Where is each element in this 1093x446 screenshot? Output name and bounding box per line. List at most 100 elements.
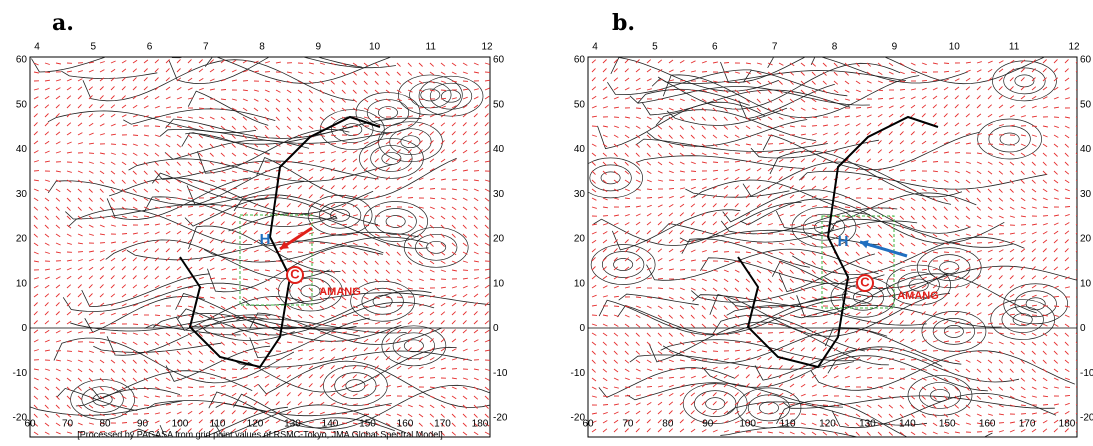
- wind-vector: [155, 315, 160, 316]
- bottom-tick-label: 80: [662, 419, 674, 430]
- left-tick-label: 20: [16, 234, 28, 245]
- wind-vector: [647, 378, 652, 379]
- wind-vector: [922, 80, 927, 81]
- wind-vector: [625, 387, 630, 388]
- bottom-tick-label: 150: [939, 419, 956, 430]
- wind-vector: [375, 314, 380, 315]
- top-tick-label: 7: [772, 42, 778, 53]
- wind-vector: [331, 333, 336, 334]
- cyclone-marker: C: [860, 274, 870, 289]
- wind-vector: [856, 108, 861, 109]
- top-tick-label: 10: [369, 42, 381, 53]
- wind-vector: [199, 98, 204, 99]
- wind-vector: [944, 63, 949, 64]
- wind-vector: [375, 306, 380, 307]
- bottom-tick-label: 180: [472, 419, 489, 430]
- left-tick-label: -10: [571, 368, 586, 379]
- wind-vector: [430, 189, 435, 190]
- wind-vector: [122, 234, 127, 235]
- panel-label: a.: [52, 10, 74, 36]
- right-tick-label: 10: [493, 278, 505, 289]
- wind-vector: [867, 377, 872, 378]
- right-tick-label: 30: [493, 189, 505, 200]
- left-tick-label: 30: [574, 189, 586, 200]
- wind-vector: [702, 72, 707, 73]
- wind-vector: [419, 99, 424, 100]
- wind-vector: [889, 189, 894, 190]
- wind-vector: [166, 207, 171, 208]
- top-tick-label: 9: [892, 42, 898, 53]
- wind-vector: [658, 278, 663, 279]
- wind-vector: [408, 387, 413, 388]
- wind-vector: [867, 198, 872, 199]
- wind-vector: [691, 171, 696, 172]
- wind-vector: [1076, 297, 1081, 298]
- bottom-tick-label: 100: [172, 419, 189, 430]
- wind-vector: [342, 234, 347, 235]
- bottom-tick-label: 110: [780, 419, 796, 430]
- wind-vector: [397, 305, 402, 306]
- bottom-tick-label: 70: [62, 419, 74, 430]
- left-tick-label: 10: [574, 278, 586, 289]
- right-tick-label: -20: [1080, 413, 1093, 424]
- storm-name: AMANG: [319, 286, 361, 298]
- wind-vector: [364, 414, 369, 415]
- right-tick-label: 60: [1080, 55, 1092, 66]
- right-tick-label: 50: [1080, 99, 1092, 110]
- wind-vector: [221, 90, 226, 91]
- left-tick-label: 60: [16, 55, 28, 66]
- top-tick-label: 12: [1068, 42, 1080, 53]
- right-tick-label: 20: [493, 234, 505, 245]
- wind-vector: [364, 404, 369, 405]
- wind-vector: [188, 198, 193, 199]
- wind-vector: [680, 80, 685, 81]
- left-tick-label: 40: [574, 144, 586, 155]
- wind-vector: [144, 405, 149, 406]
- wind-vector: [419, 107, 424, 108]
- wind-vector: [691, 179, 696, 180]
- right-tick-label: -10: [1080, 368, 1093, 379]
- wind-vector: [408, 207, 413, 208]
- wind-vector: [625, 396, 630, 397]
- wind-vector: [419, 288, 424, 289]
- top-tick-label: 7: [203, 42, 209, 53]
- left-tick-label: 40: [16, 144, 28, 155]
- wind-vector: [647, 198, 652, 199]
- wind-vector: [199, 108, 204, 109]
- wind-vector: [856, 297, 861, 298]
- wind-vector: [933, 162, 938, 163]
- wind-vector: [922, 72, 927, 73]
- top-tick-label: 11: [1009, 42, 1020, 53]
- bottom-tick-label: 60: [24, 419, 36, 430]
- top-tick-label: 10: [949, 42, 961, 53]
- bottom-tick-label: 160: [979, 419, 996, 430]
- wind-vector: [845, 386, 850, 387]
- left-tick-label: 50: [574, 99, 586, 110]
- wind-vector: [166, 215, 171, 216]
- wind-vector: [889, 369, 894, 370]
- wind-vector: [166, 396, 171, 397]
- wind-vector: [900, 89, 905, 90]
- wind-vector: [713, 162, 718, 163]
- streamline: [618, 50, 706, 58]
- left-tick-label: -10: [13, 368, 28, 379]
- storm-name: AMANG: [897, 290, 939, 302]
- right-tick-label: 50: [493, 99, 505, 110]
- bottom-tick-label: 100: [739, 419, 756, 430]
- wind-vector: [210, 189, 215, 190]
- wind-vector: [834, 306, 839, 307]
- left-tick-label: 10: [16, 278, 28, 289]
- bottom-tick-label: 60: [582, 419, 594, 430]
- bottom-tick-label: 110: [210, 419, 226, 430]
- wind-vector: [397, 116, 402, 117]
- wind-vector: [177, 117, 182, 118]
- right-tick-label: -20: [493, 413, 508, 424]
- wind-vector: [658, 99, 663, 100]
- wind-vector: [177, 107, 182, 108]
- right-tick-label: 40: [1080, 144, 1092, 155]
- wind-vector: [155, 126, 160, 127]
- wind-vector: [353, 135, 358, 136]
- top-tick-label: 4: [34, 42, 40, 53]
- panel-label: b.: [612, 10, 635, 36]
- wind-vector: [342, 423, 347, 424]
